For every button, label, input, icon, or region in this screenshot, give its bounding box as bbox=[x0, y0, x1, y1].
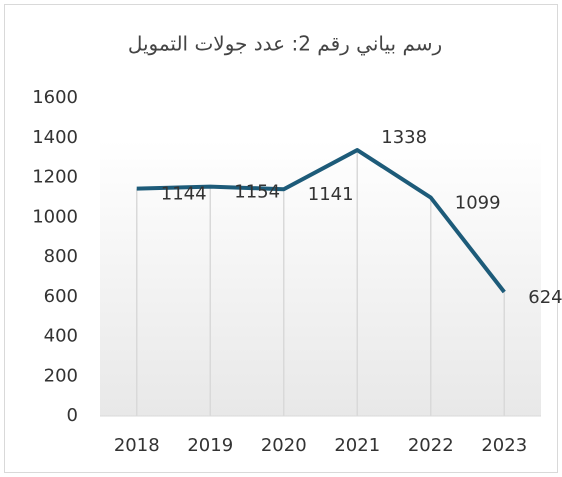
y-tick-label: 1200 bbox=[32, 167, 78, 188]
x-tick-label: 2021 bbox=[334, 435, 380, 456]
data-label: 1141 bbox=[308, 184, 354, 205]
y-tick-label: 1400 bbox=[32, 127, 78, 148]
x-tick-label: 2022 bbox=[408, 435, 454, 456]
x-tick-label: 2023 bbox=[481, 435, 527, 456]
x-tick-label: 2019 bbox=[187, 435, 233, 456]
y-tick-label: 1000 bbox=[32, 206, 78, 227]
data-label: 1144 bbox=[161, 184, 207, 205]
data-line bbox=[136, 148, 506, 294]
chart-title: رسم بياني رقم 2: عدد جولات التمويل bbox=[128, 32, 442, 57]
plot-background bbox=[100, 140, 541, 416]
y-tick-label: 400 bbox=[44, 326, 78, 347]
data-label: 1154 bbox=[234, 182, 280, 203]
data-label: 624 bbox=[528, 287, 562, 308]
y-tick-label: 600 bbox=[44, 286, 78, 307]
y-tick-label: 0 bbox=[67, 405, 78, 426]
y-tick-label: 800 bbox=[44, 246, 78, 267]
x-tick-label: 2020 bbox=[261, 435, 307, 456]
data-label: 1099 bbox=[455, 193, 501, 214]
x-tick-label: 2018 bbox=[114, 435, 160, 456]
data-label: 1338 bbox=[381, 127, 427, 148]
y-tick-label: 200 bbox=[44, 365, 78, 386]
y-tick-label: 1600 bbox=[32, 87, 78, 108]
